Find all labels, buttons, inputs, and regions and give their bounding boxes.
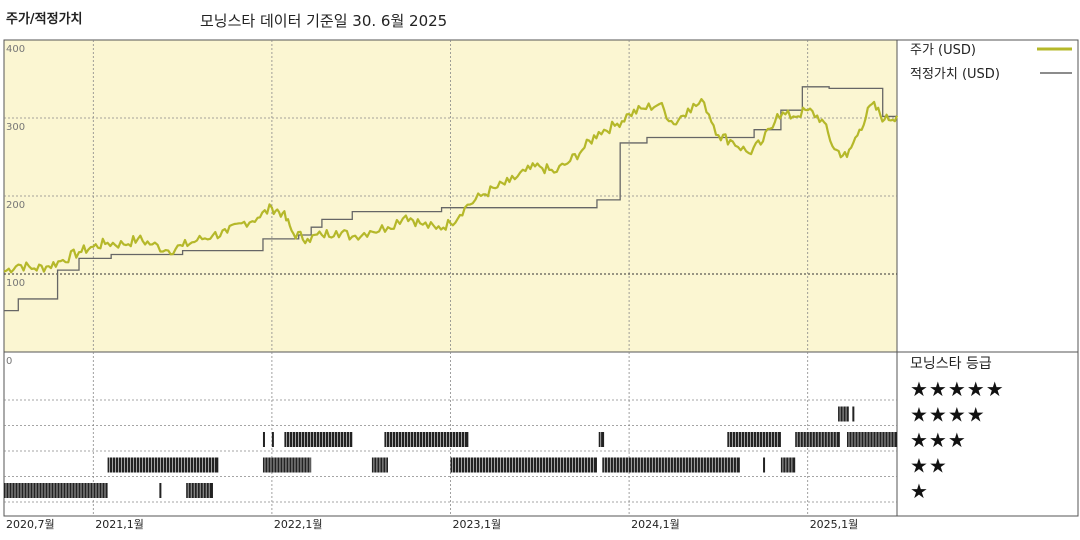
rating-bar xyxy=(727,432,781,447)
rating-bar xyxy=(598,432,605,447)
rating-band-3-star xyxy=(271,432,274,447)
chart-frame xyxy=(3,39,1079,517)
y-tick-label: 200 xyxy=(6,200,25,211)
x-tick-label: 2020,7월 xyxy=(6,518,55,531)
y-tick-label: 100 xyxy=(6,278,25,289)
legend-label-fair-value: 적정가치 (USD) xyxy=(910,67,1000,82)
star-row-4: ★★★★ xyxy=(910,403,986,427)
chart-title: 주가/적정가치 xyxy=(6,12,83,27)
rating-bar xyxy=(4,483,108,498)
star-row-2: ★★ xyxy=(910,454,948,478)
rating-band-2-star xyxy=(262,457,312,473)
legend-label-price: 주가 (USD) xyxy=(910,43,976,58)
rating-band-2-star xyxy=(780,457,796,473)
rating-band-2-star xyxy=(450,457,597,473)
rating-title: 모닝스타 등급 xyxy=(910,356,992,372)
rating-band-2-star xyxy=(107,457,219,473)
x-tick-label: 2021,1월 xyxy=(95,518,144,531)
rating-bar xyxy=(262,432,265,447)
rating-band-3-star xyxy=(384,432,469,447)
rating-bar xyxy=(384,432,469,447)
rating-band-3-star xyxy=(598,432,605,447)
x-tick-label: 2024,1월 xyxy=(631,518,680,531)
star-row-1: ★ xyxy=(910,479,929,503)
rating-bar xyxy=(107,457,219,473)
rating-bar xyxy=(284,432,353,447)
rating-band-1-star xyxy=(4,483,108,498)
x-tick-label: 2025,1월 xyxy=(810,518,859,531)
price-line xyxy=(3,98,899,274)
rating-band-3-star xyxy=(727,432,781,447)
rating-bar xyxy=(846,432,897,447)
rating-band-4-star xyxy=(852,406,855,422)
rating-band-4-star xyxy=(838,406,849,422)
rating-bar xyxy=(838,406,849,422)
x-tick-label: 2023,1월 xyxy=(453,518,502,531)
rating-band-2-star xyxy=(371,457,388,473)
rating-bar xyxy=(271,432,274,447)
rating-band-3-star xyxy=(795,432,840,447)
rating-band-2-star xyxy=(763,457,766,473)
x-tick-label: 2022,1월 xyxy=(274,518,323,531)
rating-band-1-star xyxy=(186,483,213,498)
rating-bar xyxy=(763,457,766,473)
y-tick-label: 400 xyxy=(6,44,25,55)
star-row-3: ★★★ xyxy=(910,428,967,452)
y-tick-label: 300 xyxy=(6,122,25,133)
rating-bar xyxy=(262,457,312,473)
star-row-5: ★★★★★ xyxy=(910,377,1005,401)
rating-bar xyxy=(602,457,740,473)
rating-bar xyxy=(450,457,597,473)
rating-bar xyxy=(159,483,162,498)
rating-band-3-star xyxy=(262,432,265,447)
data-date-label: 모닝스타 데이터 기준일 30. 6월 2025 xyxy=(200,12,448,30)
rating-band-2-star xyxy=(602,457,740,473)
rating-band-3-star xyxy=(284,432,353,447)
fair-value-line xyxy=(4,86,897,312)
rating-bar xyxy=(852,406,855,422)
rating-band-1-star xyxy=(159,483,162,498)
y-tick-label: 0 xyxy=(6,356,12,367)
rating-band-3-star xyxy=(846,432,897,447)
